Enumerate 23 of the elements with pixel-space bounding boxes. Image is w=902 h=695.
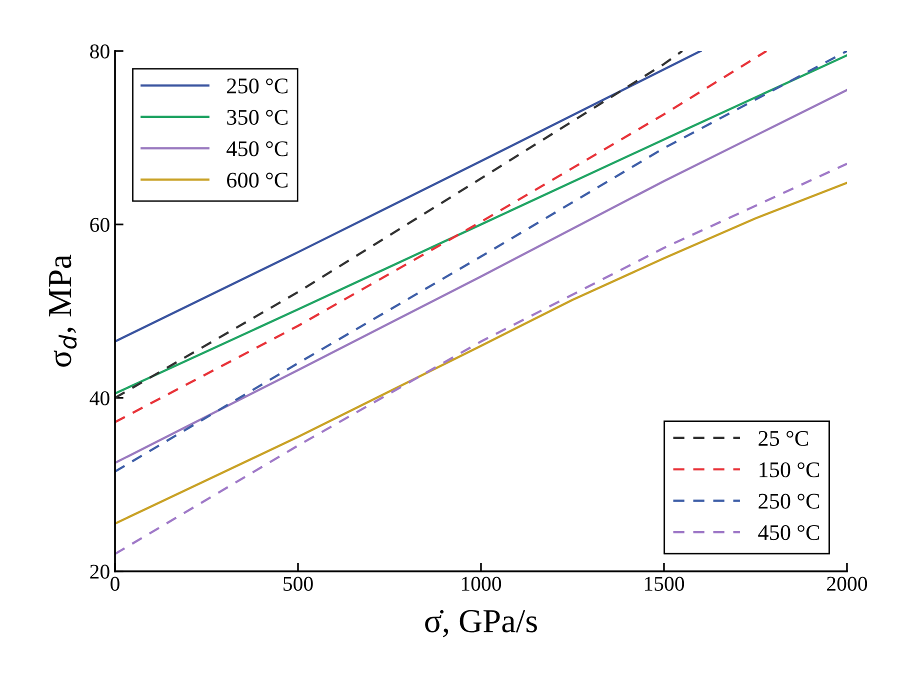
legend-label: 250 °C [758, 494, 820, 509]
legend-label: 250 °C [227, 78, 288, 94]
legend-label: 450 °C [758, 525, 820, 540]
legend-label: 450 °C [226, 141, 288, 156]
x-tick-label: 0 [110, 576, 120, 591]
x-tick-label: 1000 [462, 576, 502, 591]
legend-label: 25 °C [758, 430, 808, 446]
legend-label: 350 °C [227, 110, 288, 125]
x-tick-label: 2000 [827, 576, 868, 591]
y-tick-label: 40 [90, 391, 110, 406]
line-series [115, 51, 684, 399]
legend-label: 600 °C [227, 172, 288, 188]
y-tick-label: 80 [90, 44, 110, 58]
x-axis-title: σ̇, GPa/s [425, 610, 537, 638]
y-axis-title: σ$_{d}$, MPa [49, 254, 77, 367]
line-series [115, 54, 847, 395]
x-tick-label: 1500 [644, 576, 684, 591]
line-series [115, 51, 768, 424]
x-tick-label: 500 [284, 576, 313, 591]
legend-label: 150 °C [760, 462, 820, 478]
y-tick-label: 20 [90, 564, 110, 579]
line-series [115, 51, 702, 343]
y-tick-label: 60 [90, 218, 110, 232]
